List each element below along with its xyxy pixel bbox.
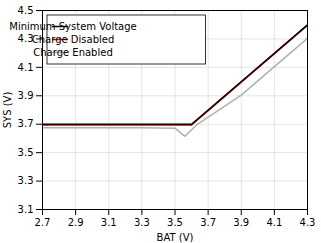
svg-text:4.1: 4.1 <box>18 62 34 73</box>
svg-text:3.9: 3.9 <box>18 90 34 101</box>
svg-text:3.9: 3.9 <box>233 217 249 228</box>
svg-text:4.1: 4.1 <box>266 217 282 228</box>
svg-text:3.3: 3.3 <box>134 217 150 228</box>
svg-text:Minimum System Voltage: Minimum System Voltage <box>9 21 137 32</box>
svg-text:3.7: 3.7 <box>200 217 216 228</box>
svg-text:3.1: 3.1 <box>18 204 34 215</box>
svg-text:4.3: 4.3 <box>300 217 316 228</box>
svg-text:3.5: 3.5 <box>167 217 183 228</box>
svg-text:Charge Enabled: Charge Enabled <box>33 47 112 58</box>
svg-text:4.3: 4.3 <box>17 33 34 45</box>
svg-text:SYS (V): SYS (V) <box>2 92 13 129</box>
svg-text:Charge Disabled: Charge Disabled <box>32 34 115 45</box>
svg-text:3.1: 3.1 <box>101 217 117 228</box>
svg-text:3.7: 3.7 <box>18 118 34 129</box>
svg-text:3.3: 3.3 <box>18 175 34 186</box>
svg-text:4.5: 4.5 <box>18 5 34 16</box>
svg-text:BAT (V): BAT (V) <box>157 232 194 243</box>
svg-text:2.9: 2.9 <box>68 217 84 228</box>
svg-text:3.5: 3.5 <box>18 147 34 158</box>
svg-text:2.7: 2.7 <box>35 217 51 228</box>
